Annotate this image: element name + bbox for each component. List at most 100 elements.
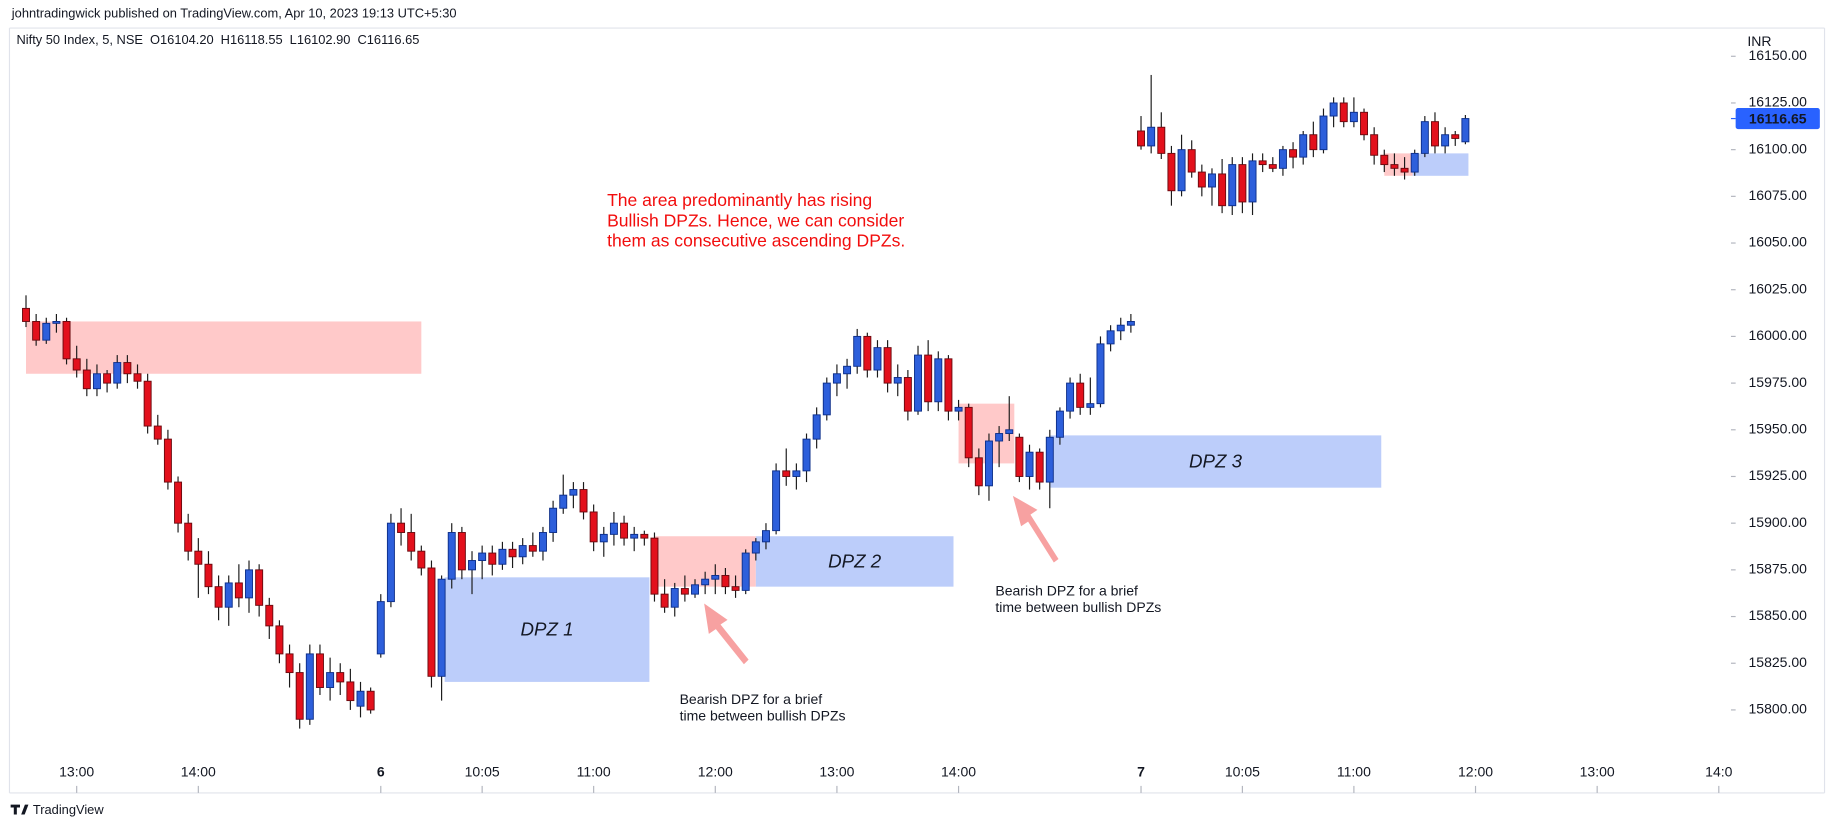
candle-body	[326, 672, 335, 688]
candle-body	[1167, 152, 1176, 192]
y-tick-label: 15900.00	[1749, 514, 1808, 530]
candle-body	[224, 582, 233, 608]
y-tick-label: 16150.00	[1749, 47, 1808, 63]
candle-body	[1187, 149, 1196, 173]
candle-body	[549, 507, 558, 533]
candle-body	[1035, 451, 1044, 483]
x-tick-label: 14:00	[941, 764, 976, 780]
candle-body	[1045, 436, 1054, 483]
candle-body	[1238, 164, 1247, 203]
candle-body	[386, 522, 395, 603]
candle-body	[356, 690, 365, 707]
candle-body	[204, 563, 213, 588]
candle-body	[974, 457, 983, 487]
candle-body	[579, 489, 588, 513]
candle-body	[538, 532, 547, 552]
candle-body	[1299, 134, 1308, 158]
candle-body	[1360, 111, 1369, 136]
candle-body	[366, 690, 375, 711]
candle-body	[245, 569, 253, 599]
y-tick-label: 16075.00	[1749, 187, 1808, 203]
candle-body	[630, 533, 639, 539]
candle-body	[123, 362, 132, 375]
candle-body	[468, 560, 476, 571]
candle-body	[812, 414, 821, 440]
candle-body	[903, 377, 912, 412]
zone	[1049, 435, 1382, 488]
candle-body	[1157, 126, 1166, 154]
x-tick-label: 13:00	[59, 764, 94, 780]
candle-body	[285, 653, 294, 674]
zone	[26, 321, 422, 374]
candle-body	[1451, 134, 1460, 139]
candle-body	[1126, 321, 1135, 326]
candle-body	[1197, 171, 1206, 188]
zone	[755, 536, 954, 587]
candle-body	[478, 552, 487, 561]
x-tick-label: 13:00	[1580, 764, 1615, 780]
y-tick-label: 15950.00	[1749, 420, 1808, 436]
candle-body	[1441, 134, 1450, 147]
candle-body	[883, 347, 892, 384]
candle-body	[1147, 126, 1156, 147]
y-tick-label: 16000.00	[1749, 327, 1808, 343]
candle-body	[1400, 167, 1409, 173]
zone	[1412, 153, 1469, 176]
x-tick-label: 14:0	[1705, 764, 1732, 780]
y-tick-label: 15875.00	[1749, 561, 1808, 577]
candle-body	[660, 593, 669, 608]
x-tick-label: 12:00	[698, 764, 733, 780]
candle-body	[843, 365, 852, 375]
candle-body	[32, 321, 41, 341]
candle-body	[680, 588, 689, 595]
candle-body	[1370, 134, 1379, 156]
annotation: Bearish DPZ for a brief	[680, 691, 823, 707]
candle-body	[1005, 429, 1014, 434]
candle-body	[721, 574, 730, 588]
candle-body	[1420, 121, 1429, 154]
candle-body	[1116, 324, 1125, 332]
last-price-label: 16116.65	[1749, 110, 1807, 126]
x-tick-label: 10:05	[1225, 764, 1260, 780]
candle-body	[934, 358, 943, 403]
candle-body	[52, 321, 61, 324]
candle-body	[427, 567, 436, 677]
candle-body	[528, 545, 537, 552]
brand-logo	[10, 804, 29, 815]
candle-body	[437, 578, 446, 677]
candle-body	[1208, 173, 1216, 188]
y-tick-label: 16125.00	[1749, 94, 1808, 110]
symbol: Nifty 50 Index, 5, NSE	[16, 32, 143, 47]
y-tick-label: 16025.00	[1749, 280, 1808, 296]
candle-body	[741, 552, 750, 591]
ohlc-value: H16118.55	[221, 32, 283, 47]
arrow	[1012, 495, 1059, 563]
candle-body	[1329, 102, 1338, 117]
candle-body	[914, 354, 922, 412]
candle-body	[1390, 164, 1399, 169]
candle-body	[508, 548, 517, 558]
candle-body	[691, 584, 699, 595]
candle-body	[1289, 149, 1298, 158]
y-tick-label: 16100.00	[1749, 140, 1808, 156]
candle-body	[620, 522, 629, 539]
annotation: Bullish DPZs. Hence, we can consider	[607, 210, 904, 230]
candle-body	[407, 532, 416, 552]
candle-body	[569, 489, 578, 496]
candle-body	[42, 322, 51, 341]
candle-body	[275, 625, 284, 655]
candle-body	[255, 569, 264, 606]
candle-body	[1015, 436, 1024, 477]
brand: TradingView	[33, 802, 104, 817]
candle-body	[670, 588, 679, 608]
x-tick-label: 11:00	[577, 764, 611, 780]
candle-body	[1137, 130, 1145, 147]
candle-body	[174, 481, 183, 524]
candle-body	[457, 532, 466, 571]
candle-body	[22, 307, 30, 322]
candle-body	[234, 582, 243, 599]
candle-body	[1066, 382, 1075, 412]
candle-body	[751, 541, 760, 554]
candle-body	[1248, 160, 1257, 203]
